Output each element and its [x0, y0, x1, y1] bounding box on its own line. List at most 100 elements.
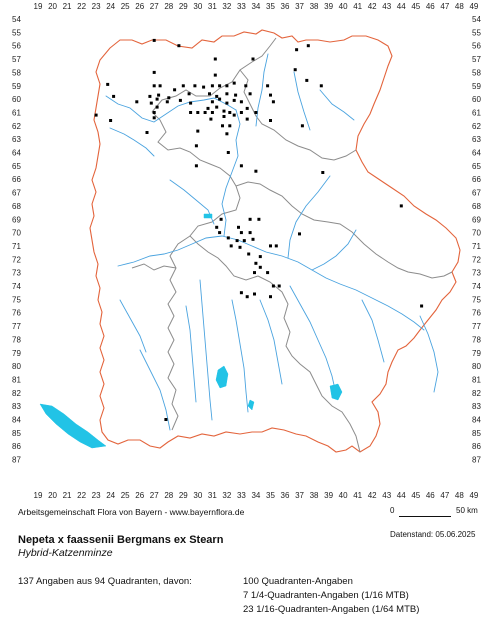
stats-sixteenth-quadrant: 23 1/16-Quadranten-Angaben (1/64 MTB): [243, 604, 420, 615]
x-tick-label: 19: [34, 491, 43, 500]
y-tick-label: 67: [12, 189, 21, 198]
y-tick-label: 71: [12, 242, 21, 251]
y-tick-label: 81: [472, 375, 481, 384]
y-tick-label: 87: [12, 456, 21, 465]
y-tick-label: 59: [472, 82, 481, 91]
record-point: [244, 84, 248, 88]
y-tick-label: 60: [12, 95, 21, 104]
y-tick-label: 57: [472, 55, 481, 64]
x-tick-label: 39: [324, 491, 333, 500]
data-date: Datenstand: 05.06.2025: [390, 530, 476, 539]
record-point: [158, 84, 162, 88]
record-point: [208, 92, 211, 96]
record-point: [213, 73, 217, 77]
y-tick-label: 58: [12, 68, 21, 77]
y-tick-label: 68: [472, 202, 481, 211]
y-tick-label: 75: [12, 295, 21, 304]
record-point: [298, 232, 301, 236]
x-tick-label: 33: [237, 491, 246, 500]
x-tick-label: 26: [135, 2, 144, 11]
record-point: [210, 111, 214, 114]
record-point: [306, 44, 310, 48]
x-tick-label: 43: [382, 491, 391, 500]
y-tick-label: 54: [12, 15, 21, 24]
record-point: [305, 78, 309, 82]
y-tick-label: 69: [472, 215, 481, 224]
x-tick-label: 30: [193, 2, 202, 11]
record-point: [187, 92, 191, 96]
record-point: [239, 164, 243, 168]
y-tick-label: 56: [472, 42, 481, 51]
y-tick-label: 73: [472, 269, 481, 278]
record-point: [218, 231, 222, 235]
x-tick-label: 45: [411, 2, 420, 11]
record-point: [271, 284, 275, 288]
x-tick-label: 32: [222, 491, 231, 500]
record-point: [251, 57, 255, 61]
y-tick-label: 75: [472, 295, 481, 304]
record-point: [177, 44, 181, 48]
x-tick-label: 41: [353, 2, 362, 11]
record-point: [258, 255, 262, 259]
x-tick-label: 24: [106, 2, 115, 11]
record-point: [239, 291, 243, 295]
record-point: [253, 292, 256, 296]
scale-start-label: 0: [390, 506, 395, 515]
y-tick-label: 71: [472, 242, 481, 251]
record-point: [210, 84, 214, 88]
y-tick-label: 80: [472, 362, 481, 371]
x-tick-label: 48: [455, 491, 464, 500]
x-tick-label: 37: [295, 2, 304, 11]
y-tick-label: 67: [472, 189, 481, 198]
y-tick-label: 61: [12, 108, 21, 117]
bavaria-border: [89, 29, 461, 453]
record-point: [194, 164, 198, 168]
record-point: [420, 304, 424, 308]
stats-quarter-quadrant: 7 1/4-Quadranten-Angaben (1/16 MTB): [243, 590, 409, 601]
record-point: [235, 239, 239, 243]
record-point: [193, 84, 197, 88]
record-point: [135, 100, 139, 104]
record-point: [164, 418, 168, 421]
x-tick-label: 32: [222, 2, 231, 11]
y-tick-label: 73: [12, 269, 21, 278]
record-point: [165, 100, 169, 104]
y-tick-label: 76: [12, 309, 21, 318]
record-point: [254, 261, 258, 265]
x-tick-label: 26: [135, 491, 144, 500]
y-tick-label: 83: [472, 402, 481, 411]
record-point: [269, 295, 272, 299]
record-point: [269, 244, 272, 248]
record-point: [215, 94, 219, 98]
x-tick-label: 23: [92, 2, 101, 11]
record-point: [399, 204, 403, 208]
record-point: [109, 119, 113, 122]
y-tick-label: 76: [472, 309, 481, 318]
record-point: [245, 106, 249, 110]
y-tick-label: 70: [12, 229, 21, 238]
record-point: [202, 85, 206, 89]
x-tick-labels-top: 19 20 21 22 23 24 25 26 27 28 29 30 31 32 33 34 35 36 37 38…: [34, 2, 479, 11]
y-tick-label: 64: [472, 149, 481, 158]
record-point: [248, 217, 252, 221]
record-point: [157, 93, 161, 97]
x-tick-label: 47: [440, 2, 449, 11]
record-point: [145, 131, 149, 134]
record-point: [225, 92, 229, 96]
record-point: [225, 84, 229, 88]
record-point: [152, 70, 156, 74]
y-tick-label: 60: [472, 95, 481, 104]
x-tick-label: 20: [48, 2, 57, 11]
record-point: [181, 84, 185, 88]
y-tick-label: 79: [12, 349, 21, 358]
record-point: [257, 217, 261, 221]
x-tick-label: 28: [164, 2, 173, 11]
record-point: [209, 117, 213, 121]
y-tick-label: 78: [472, 335, 481, 344]
x-tick-label: 34: [251, 2, 260, 11]
record-point: [228, 124, 232, 128]
record-point: [232, 81, 236, 85]
x-tick-label: 27: [150, 491, 159, 500]
x-tick-label: 27: [150, 2, 159, 11]
y-tick-label: 57: [12, 55, 21, 64]
